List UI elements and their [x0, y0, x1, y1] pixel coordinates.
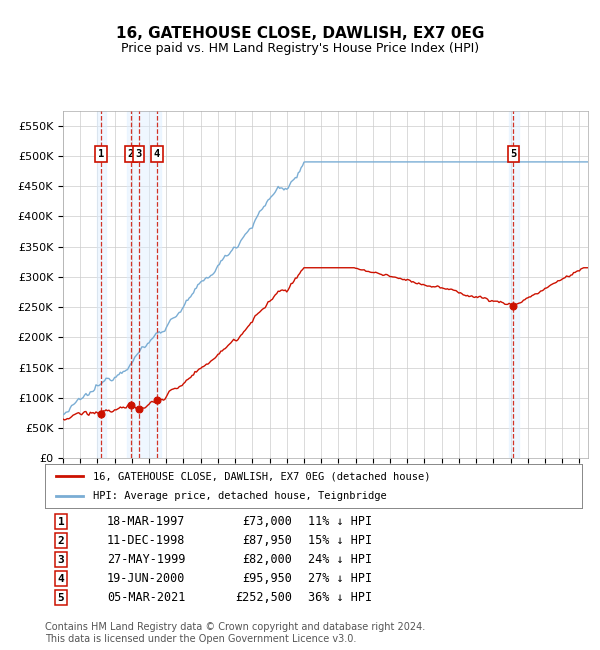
Bar [509, 111, 519, 458]
Text: 5: 5 [58, 593, 64, 603]
Text: 05-MAR-2021: 05-MAR-2021 [107, 592, 185, 604]
Point [126, 400, 136, 410]
Text: 2: 2 [128, 149, 134, 159]
Text: 18-MAR-1997: 18-MAR-1997 [107, 515, 185, 528]
Point [96, 409, 106, 419]
Text: 5: 5 [511, 149, 517, 159]
Text: £82,000: £82,000 [242, 553, 292, 566]
Text: HPI: Average price, detached house, Teignbridge: HPI: Average price, detached house, Teig… [94, 491, 387, 501]
Text: 1: 1 [58, 517, 64, 526]
Text: £87,950: £87,950 [242, 534, 292, 547]
Text: 3: 3 [136, 149, 142, 159]
Text: £252,500: £252,500 [235, 592, 292, 604]
Text: Price paid vs. HM Land Registry's House Price Index (HPI): Price paid vs. HM Land Registry's House … [121, 42, 479, 55]
Text: 4: 4 [58, 574, 64, 584]
Text: 1: 1 [98, 149, 104, 159]
Text: 36% ↓ HPI: 36% ↓ HPI [308, 592, 372, 604]
Point [152, 395, 162, 406]
Text: 27-MAY-1999: 27-MAY-1999 [107, 553, 185, 566]
Text: 16, GATEHOUSE CLOSE, DAWLISH, EX7 0EG (detached house): 16, GATEHOUSE CLOSE, DAWLISH, EX7 0EG (d… [94, 471, 431, 481]
Text: £95,950: £95,950 [242, 572, 292, 585]
Text: 16, GATEHOUSE CLOSE, DAWLISH, EX7 0EG: 16, GATEHOUSE CLOSE, DAWLISH, EX7 0EG [116, 26, 484, 41]
Text: Contains HM Land Registry data © Crown copyright and database right 2024.
This d: Contains HM Land Registry data © Crown c… [45, 622, 425, 644]
Point [509, 300, 518, 311]
Text: £73,000: £73,000 [242, 515, 292, 528]
Bar [127, 111, 161, 458]
Point [134, 404, 143, 414]
Text: 4: 4 [154, 149, 160, 159]
Text: 27% ↓ HPI: 27% ↓ HPI [308, 572, 372, 585]
Text: 3: 3 [58, 555, 64, 565]
Text: 2: 2 [58, 536, 64, 546]
Text: 19-JUN-2000: 19-JUN-2000 [107, 572, 185, 585]
Bar [97, 111, 106, 458]
Text: 15% ↓ HPI: 15% ↓ HPI [308, 534, 372, 547]
Text: 11% ↓ HPI: 11% ↓ HPI [308, 515, 372, 528]
Text: 24% ↓ HPI: 24% ↓ HPI [308, 553, 372, 566]
Text: 11-DEC-1998: 11-DEC-1998 [107, 534, 185, 547]
